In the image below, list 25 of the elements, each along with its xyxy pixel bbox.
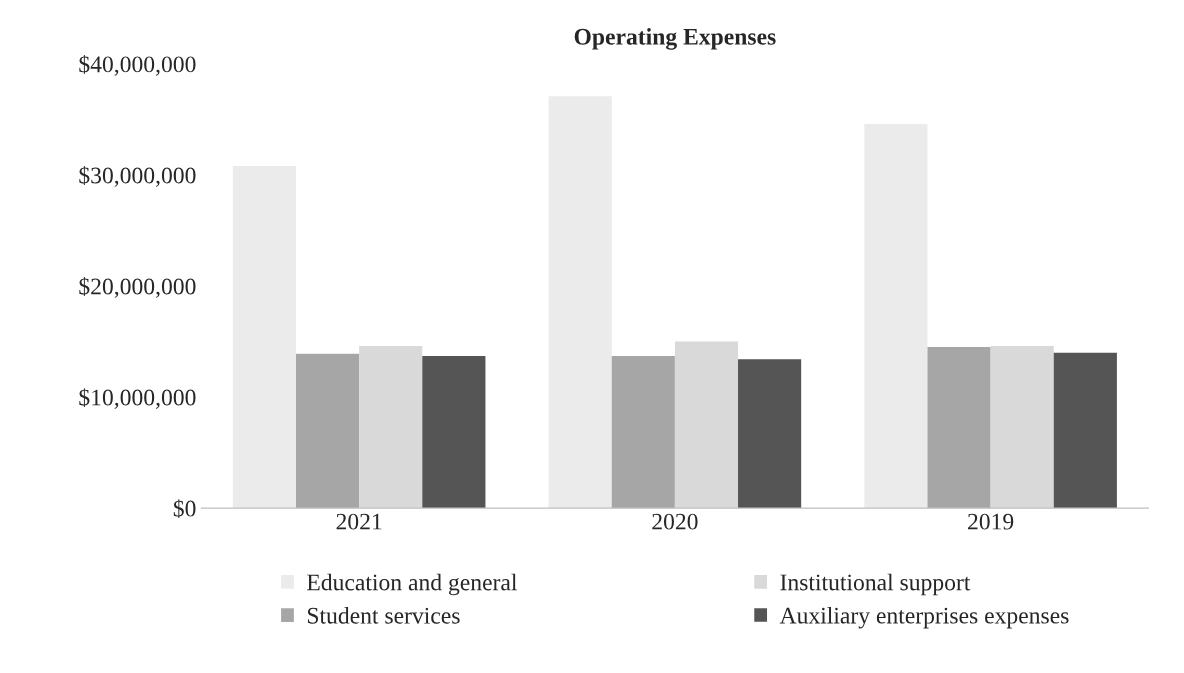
legend-label: Student services bbox=[307, 607, 460, 624]
legend-label: Auxiliary enterprises expenses bbox=[779, 607, 1069, 629]
x-tick-label: 2019 bbox=[968, 513, 1014, 530]
legend-label: Institutional support bbox=[780, 573, 971, 596]
x-tick-label: 2020 bbox=[652, 513, 698, 530]
bar bbox=[296, 353, 360, 509]
y-tick-label: $20,000,000 bbox=[79, 277, 196, 298]
y-tick-label: $10,000,000 bbox=[79, 388, 196, 409]
bar bbox=[1053, 352, 1117, 509]
bar bbox=[990, 345, 1054, 509]
bar bbox=[927, 347, 991, 509]
bar bbox=[738, 359, 802, 509]
bar bbox=[422, 355, 486, 509]
y-tick-label: $40,000,000 bbox=[79, 55, 196, 76]
legend-label: Education and general bbox=[307, 573, 517, 596]
bar bbox=[548, 96, 612, 509]
y-tick-label: $0 bbox=[173, 499, 196, 519]
chart-title: Operating Expenses bbox=[574, 28, 776, 50]
x-tick-label: 2021 bbox=[336, 513, 382, 530]
bar bbox=[674, 341, 739, 509]
y-tick-label: $30,000,000 bbox=[79, 166, 196, 187]
bar bbox=[611, 355, 675, 509]
bar bbox=[864, 123, 928, 509]
bar bbox=[232, 166, 296, 509]
bar bbox=[359, 345, 423, 509]
